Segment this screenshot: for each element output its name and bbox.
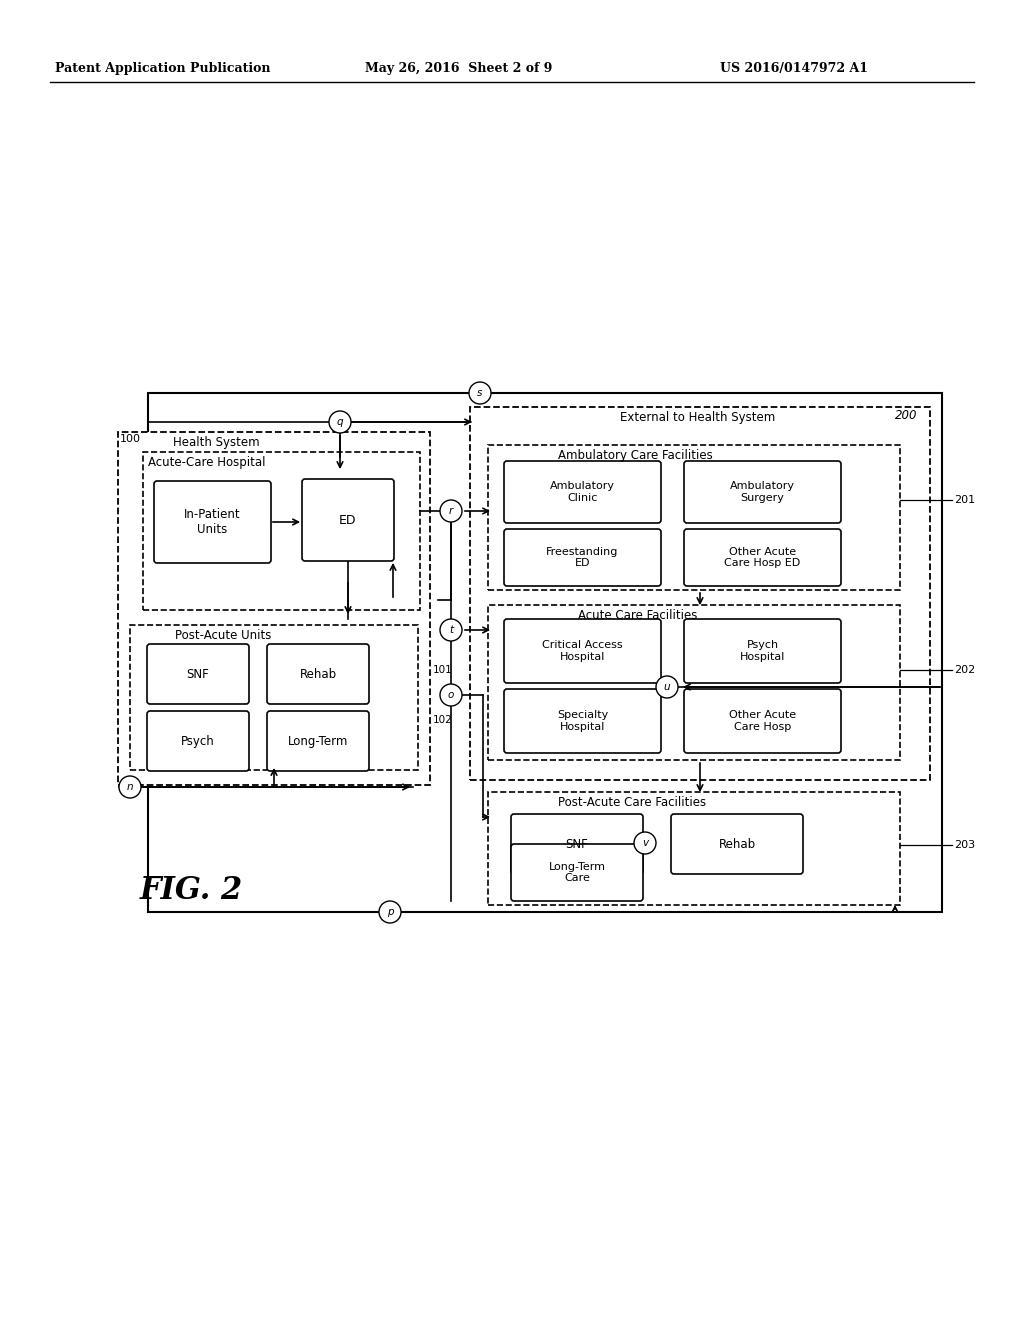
- Text: u: u: [664, 682, 671, 692]
- Text: 202: 202: [954, 665, 975, 675]
- Circle shape: [329, 411, 351, 433]
- Text: Freestanding
ED: Freestanding ED: [547, 546, 618, 569]
- Text: Long-Term
Care: Long-Term Care: [549, 862, 605, 883]
- Text: 102: 102: [433, 715, 453, 725]
- Text: n: n: [127, 781, 133, 792]
- Text: Ambulatory
Clinic: Ambulatory Clinic: [550, 482, 615, 503]
- Bar: [143, 451, 420, 610]
- Text: Post-Acute Units: Post-Acute Units: [175, 630, 271, 642]
- Text: Ambulatory
Surgery: Ambulatory Surgery: [730, 482, 795, 503]
- Text: q: q: [337, 417, 343, 426]
- FancyBboxPatch shape: [684, 529, 841, 586]
- Text: 201: 201: [954, 495, 975, 506]
- FancyBboxPatch shape: [267, 644, 369, 704]
- Text: Specialty
Hospital: Specialty Hospital: [557, 710, 608, 731]
- Circle shape: [656, 676, 678, 698]
- FancyBboxPatch shape: [302, 479, 394, 561]
- Bar: [488, 605, 900, 760]
- Text: Other Acute
Care Hosp: Other Acute Care Hosp: [729, 710, 796, 731]
- FancyBboxPatch shape: [504, 619, 662, 682]
- Text: SNF: SNF: [186, 668, 209, 681]
- FancyBboxPatch shape: [684, 461, 841, 523]
- Text: Psych
Hospital: Psych Hospital: [739, 640, 785, 661]
- FancyBboxPatch shape: [147, 711, 249, 771]
- Text: Long-Term: Long-Term: [288, 734, 348, 747]
- Text: 203: 203: [954, 840, 975, 850]
- FancyBboxPatch shape: [504, 461, 662, 523]
- FancyBboxPatch shape: [511, 814, 643, 874]
- Text: Rehab: Rehab: [719, 837, 756, 850]
- Text: Acute-Care Hospital: Acute-Care Hospital: [148, 455, 265, 469]
- Text: p: p: [387, 907, 393, 917]
- Text: Rehab: Rehab: [299, 668, 337, 681]
- Text: May 26, 2016  Sheet 2 of 9: May 26, 2016 Sheet 2 of 9: [365, 62, 552, 75]
- Bar: [130, 624, 418, 770]
- Bar: [488, 445, 900, 590]
- FancyBboxPatch shape: [684, 619, 841, 682]
- Text: v: v: [642, 838, 648, 847]
- Text: ED: ED: [339, 513, 356, 527]
- Text: Other Acute
Care Hosp ED: Other Acute Care Hosp ED: [724, 546, 801, 569]
- Text: o: o: [447, 690, 455, 700]
- FancyBboxPatch shape: [267, 711, 369, 771]
- FancyBboxPatch shape: [147, 644, 249, 704]
- Text: External to Health System: External to Health System: [620, 411, 775, 424]
- Circle shape: [634, 832, 656, 854]
- Text: In-Patient
Units: In-Patient Units: [184, 508, 241, 536]
- Text: US 2016/0147972 A1: US 2016/0147972 A1: [720, 62, 868, 75]
- Text: Critical Access
Hospital: Critical Access Hospital: [542, 640, 623, 661]
- Circle shape: [440, 684, 462, 706]
- Circle shape: [440, 619, 462, 642]
- Circle shape: [119, 776, 141, 799]
- Text: SNF: SNF: [565, 837, 589, 850]
- FancyBboxPatch shape: [684, 689, 841, 752]
- Text: 100: 100: [120, 434, 141, 444]
- Text: Ambulatory Care Facilities: Ambulatory Care Facilities: [558, 449, 713, 462]
- FancyBboxPatch shape: [671, 814, 803, 874]
- Text: Acute Care Facilities: Acute Care Facilities: [578, 609, 697, 622]
- FancyBboxPatch shape: [504, 689, 662, 752]
- Text: s: s: [477, 388, 482, 399]
- Bar: [118, 432, 430, 785]
- Bar: [470, 407, 930, 780]
- Bar: [488, 792, 900, 906]
- Circle shape: [379, 902, 401, 923]
- Text: r: r: [449, 506, 454, 516]
- Text: Psych: Psych: [181, 734, 215, 747]
- Text: Health System: Health System: [173, 436, 260, 449]
- FancyBboxPatch shape: [504, 529, 662, 586]
- Text: Post-Acute Care Facilities: Post-Acute Care Facilities: [558, 796, 707, 809]
- Text: 101: 101: [433, 665, 453, 675]
- Text: 200: 200: [895, 409, 918, 422]
- Circle shape: [469, 381, 490, 404]
- Bar: [148, 393, 942, 912]
- Text: FIG. 2: FIG. 2: [140, 875, 244, 906]
- FancyBboxPatch shape: [511, 843, 643, 902]
- Text: t: t: [449, 624, 453, 635]
- Circle shape: [440, 500, 462, 521]
- FancyBboxPatch shape: [154, 480, 271, 564]
- Text: Patent Application Publication: Patent Application Publication: [55, 62, 270, 75]
